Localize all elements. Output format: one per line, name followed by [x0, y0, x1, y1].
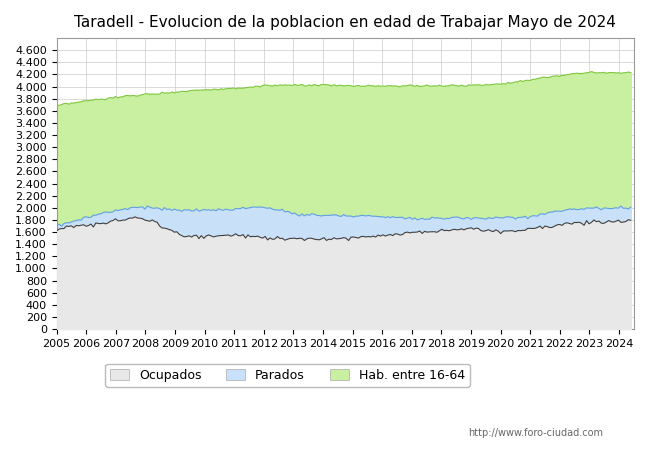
- Legend: Ocupados, Parados, Hab. entre 16-64: Ocupados, Parados, Hab. entre 16-64: [105, 364, 470, 387]
- Text: http://www.foro-ciudad.com: http://www.foro-ciudad.com: [468, 428, 603, 438]
- Title: Taradell - Evolucion de la poblacion en edad de Trabajar Mayo de 2024: Taradell - Evolucion de la poblacion en …: [74, 15, 616, 30]
